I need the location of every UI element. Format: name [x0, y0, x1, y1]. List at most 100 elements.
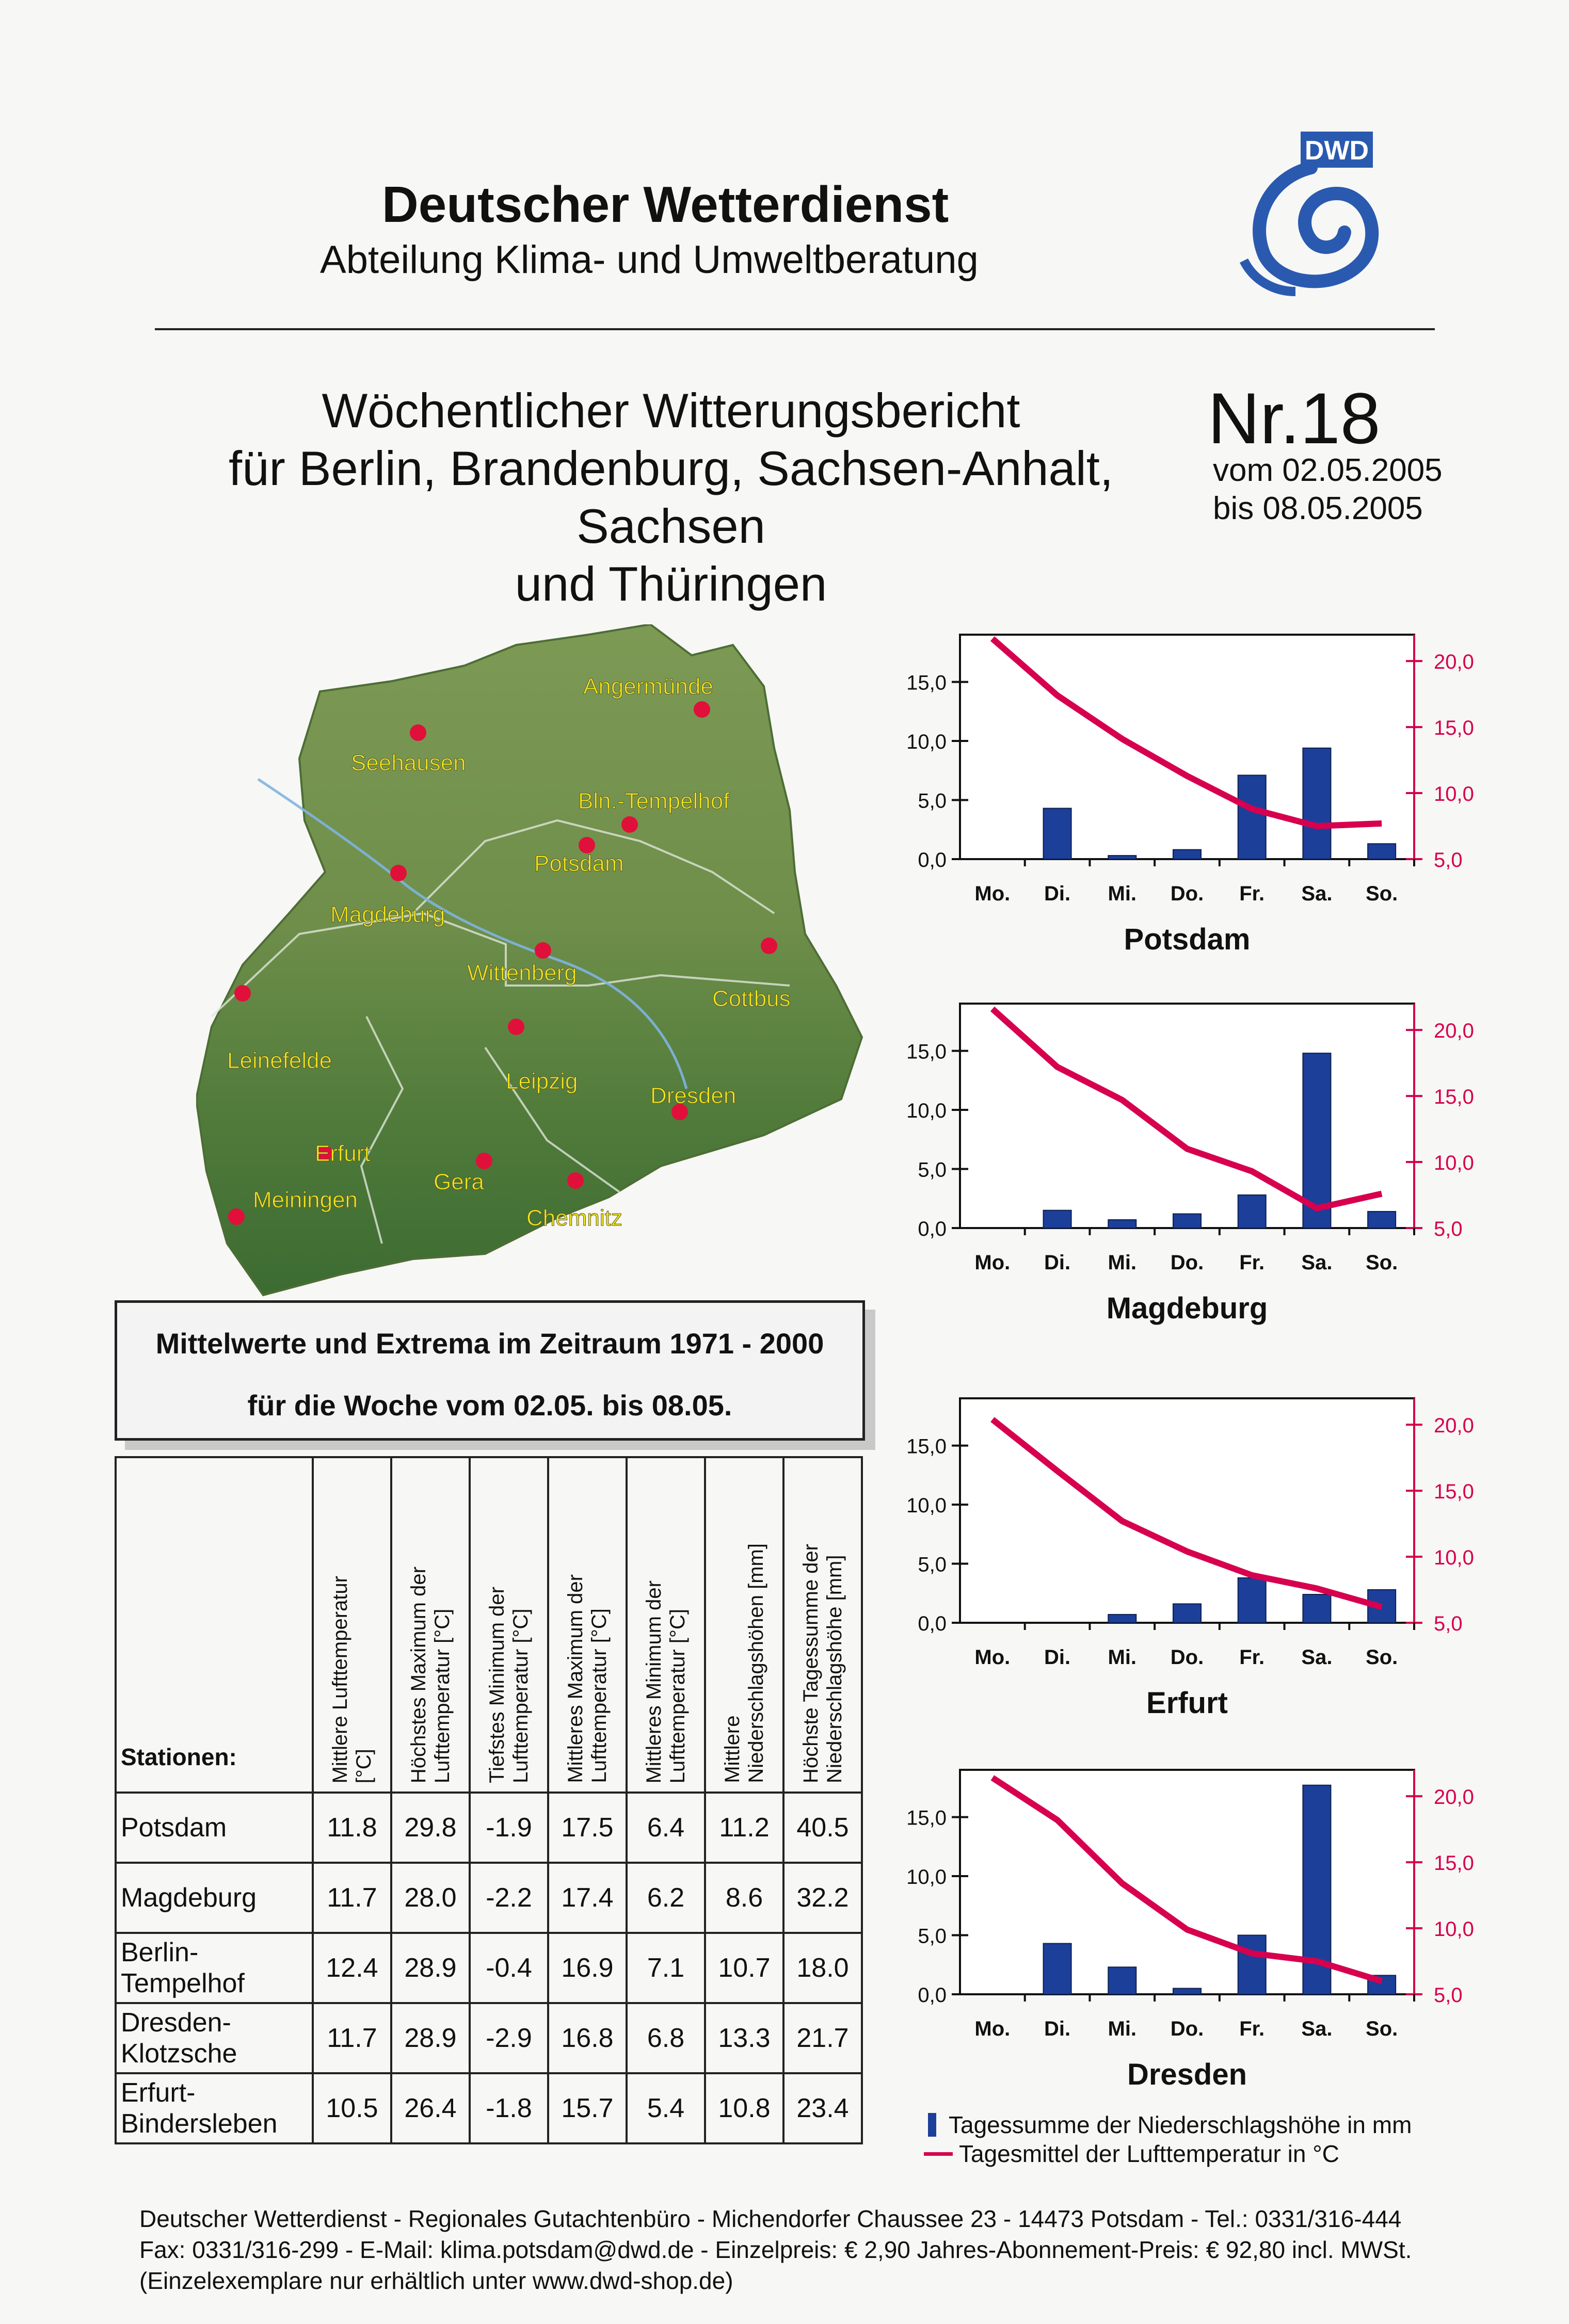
value-cell: -1.9 — [469, 1792, 549, 1864]
value-cell: 18.0 — [782, 1932, 863, 2004]
chart-dresden: 15,0 10,0 5,0 0,0 20,0 15,0 10,0 5,0 Mo. Di. Mi. Do… — [906, 1769, 1474, 2091]
station-marker — [234, 985, 251, 1002]
right-tick-label: 10,0 — [1434, 1918, 1474, 1941]
temperature-line — [990, 1417, 1383, 1610]
value-cell: 26.4 — [390, 2072, 471, 2144]
x-tick-label: Sa. — [1301, 882, 1332, 905]
station-name-cell: Magdeburg — [115, 1862, 314, 1934]
chart-erfurt: 15,0 10,0 5,0 0,0 20,0 15,0 10,0 5,0 Mo. Di. Mi. Do… — [906, 1397, 1474, 1720]
plot-frame — [959, 1397, 1415, 1624]
footer-address: Deutscher Wetterdienst - Regionales Guta… — [139, 2205, 1402, 2232]
right-tick-label: 20,0 — [1434, 1786, 1474, 1809]
value-cell: -2.9 — [469, 2002, 549, 2074]
precipitation-bar — [1367, 843, 1397, 860]
left-tick-label: 0,0 — [918, 1612, 947, 1635]
right-tick-label: 10,0 — [1434, 1152, 1474, 1174]
value-cell: 32.2 — [782, 1862, 863, 1934]
department-name: Abteilung Klima- und Umweltberatung — [320, 238, 979, 282]
precipitation-bar — [1108, 1613, 1137, 1624]
plot-frame — [959, 634, 1415, 860]
chart-potsdam: 15,0 10,0 5,0 0,0 20,0 15,0 10,0 5,0 Mo. Di. Mi. Do… — [906, 634, 1474, 956]
x-tick-label: So. — [1366, 1646, 1398, 1669]
value-cell: 16.8 — [547, 2002, 628, 2074]
value-cell: 10.8 — [704, 2072, 784, 2144]
column-header-max-daily-precip: Höchste Tagessumme der Niederschlagshöhe… — [782, 1456, 863, 1794]
value-cell: 6.8 — [626, 2002, 706, 2074]
regional-map: Angermünde Seehausen Bln.-Tempelhof Potsdam… — [196, 624, 863, 1297]
value-cell: 11.8 — [312, 1792, 392, 1864]
station-marker — [508, 1019, 524, 1035]
value-cell: -0.4 — [469, 1932, 549, 2004]
column-header-mean-max: Mittleres Maximum der Lufttemperatur [°C… — [547, 1456, 628, 1794]
legend-label-temperature: Tagesmittel der Lufttemperatur in °C — [959, 2140, 1339, 2167]
x-tick-label: So. — [1366, 1251, 1398, 1274]
station-marker — [535, 942, 551, 959]
x-tick-label: Fr. — [1239, 1251, 1264, 1274]
station-marker — [567, 1172, 584, 1189]
value-cell: 21.7 — [782, 2002, 863, 2074]
legend-item-temperature: Tagesmittel der Lufttemperatur in °C — [924, 2139, 1412, 2168]
report-title-line1: Wöchentlicher Witterungsbericht — [322, 383, 1020, 438]
left-tick-label: 15,0 — [906, 1435, 947, 1458]
chart-title: Potsdam — [1124, 923, 1251, 956]
value-cell: 17.5 — [547, 1792, 628, 1864]
left-tick-label: 10,0 — [906, 1494, 947, 1517]
value-cell: 29.8 — [390, 1792, 471, 1864]
precipitation-bar — [1173, 1988, 1202, 1995]
climate-stats-table: Stationen: Mittlere Lufttemperatur [°C] … — [115, 1456, 863, 2144]
precipitation-bar — [1173, 1213, 1202, 1229]
right-tick-label: 20,0 — [1434, 651, 1474, 673]
footer-contact: Fax: 0331/316-299 - E-Mail: klima.potsda… — [139, 2236, 1412, 2263]
station-label: Bln.-Tempelhof — [578, 788, 730, 814]
x-tick-label: So. — [1366, 2018, 1398, 2040]
value-cell: 11.2 — [704, 1792, 784, 1864]
report-date-from: vom 02.05.2005 — [1213, 453, 1443, 488]
x-tick-label: Fr. — [1239, 2018, 1264, 2040]
station-marker — [476, 1153, 492, 1169]
station-marker — [579, 837, 595, 853]
chart-magdeburg: 15,0 10,0 5,0 0,0 20,0 15,0 10,0 5,0 Mo. Di. Mi. Do… — [906, 1003, 1474, 1325]
climate-stats-heading-line2: für die Woche vom 02.05. bis 08.05. — [247, 1389, 732, 1422]
right-tick-label: 15,0 — [1434, 1480, 1474, 1503]
station-label: Wittenberg — [467, 960, 577, 986]
value-cell: 7.1 — [626, 1932, 706, 2004]
x-tick-label: Fr. — [1239, 1646, 1264, 1669]
value-cell: 16.9 — [547, 1932, 628, 2004]
x-tick-label: Sa. — [1301, 2018, 1332, 2040]
precipitation-bar — [1173, 1603, 1202, 1623]
right-tick-label: 5,0 — [1434, 1984, 1463, 2007]
column-header-mean-precip: Mittlere Niederschlagshöhen [mm] — [704, 1456, 784, 1794]
x-tick-label: Mo. — [974, 1251, 1010, 1274]
precipitation-bar — [1237, 1577, 1267, 1623]
precipitation-bar — [1237, 774, 1267, 860]
precipitation-bar — [1302, 1053, 1332, 1229]
legend-item-precipitation: Tagessumme der Niederschlagshöhe in mm — [924, 2110, 1412, 2139]
value-cell: 13.3 — [704, 2002, 784, 2074]
right-tick-label: 15,0 — [1434, 1086, 1474, 1108]
x-tick-label: Mo. — [974, 1646, 1010, 1669]
station-label: Meiningen — [253, 1187, 358, 1213]
temperature-line — [990, 636, 1382, 830]
station-label: Leinefelde — [227, 1048, 332, 1073]
x-tick-label: Mi. — [1108, 1646, 1137, 1669]
table-row: Magdeburg 11.7 28.0 -2.2 17.4 6.2 8.6 32.2 — [115, 1862, 863, 1934]
legend-bar-swatch — [928, 2113, 936, 2137]
left-tick-label: 5,0 — [918, 1554, 947, 1576]
station-label: Magdeburg — [330, 902, 445, 927]
value-cell: 12.4 — [312, 1932, 392, 2004]
column-header-stations: Stationen: — [115, 1456, 314, 1794]
climate-stats-heading-box: Mittelwerte und Extrema im Zeitraum 1971… — [115, 1300, 865, 1441]
left-tick-label: 10,0 — [906, 731, 947, 753]
x-tick-label: Mi. — [1108, 1251, 1137, 1274]
x-tick-label: Mi. — [1108, 882, 1137, 905]
value-cell: 5.4 — [626, 2072, 706, 2144]
legend-line-swatch — [924, 2152, 953, 2156]
precipitation-bar — [1043, 808, 1072, 860]
left-tick-label: 0,0 — [918, 849, 947, 872]
value-cell: 15.7 — [547, 2072, 628, 2144]
chart-title: Erfurt — [1146, 1686, 1228, 1720]
station-marker — [621, 816, 638, 833]
x-tick-label: Do. — [1171, 1646, 1204, 1669]
precipitation-bar — [1237, 1934, 1267, 1995]
right-tick-label: 5,0 — [1434, 849, 1463, 872]
